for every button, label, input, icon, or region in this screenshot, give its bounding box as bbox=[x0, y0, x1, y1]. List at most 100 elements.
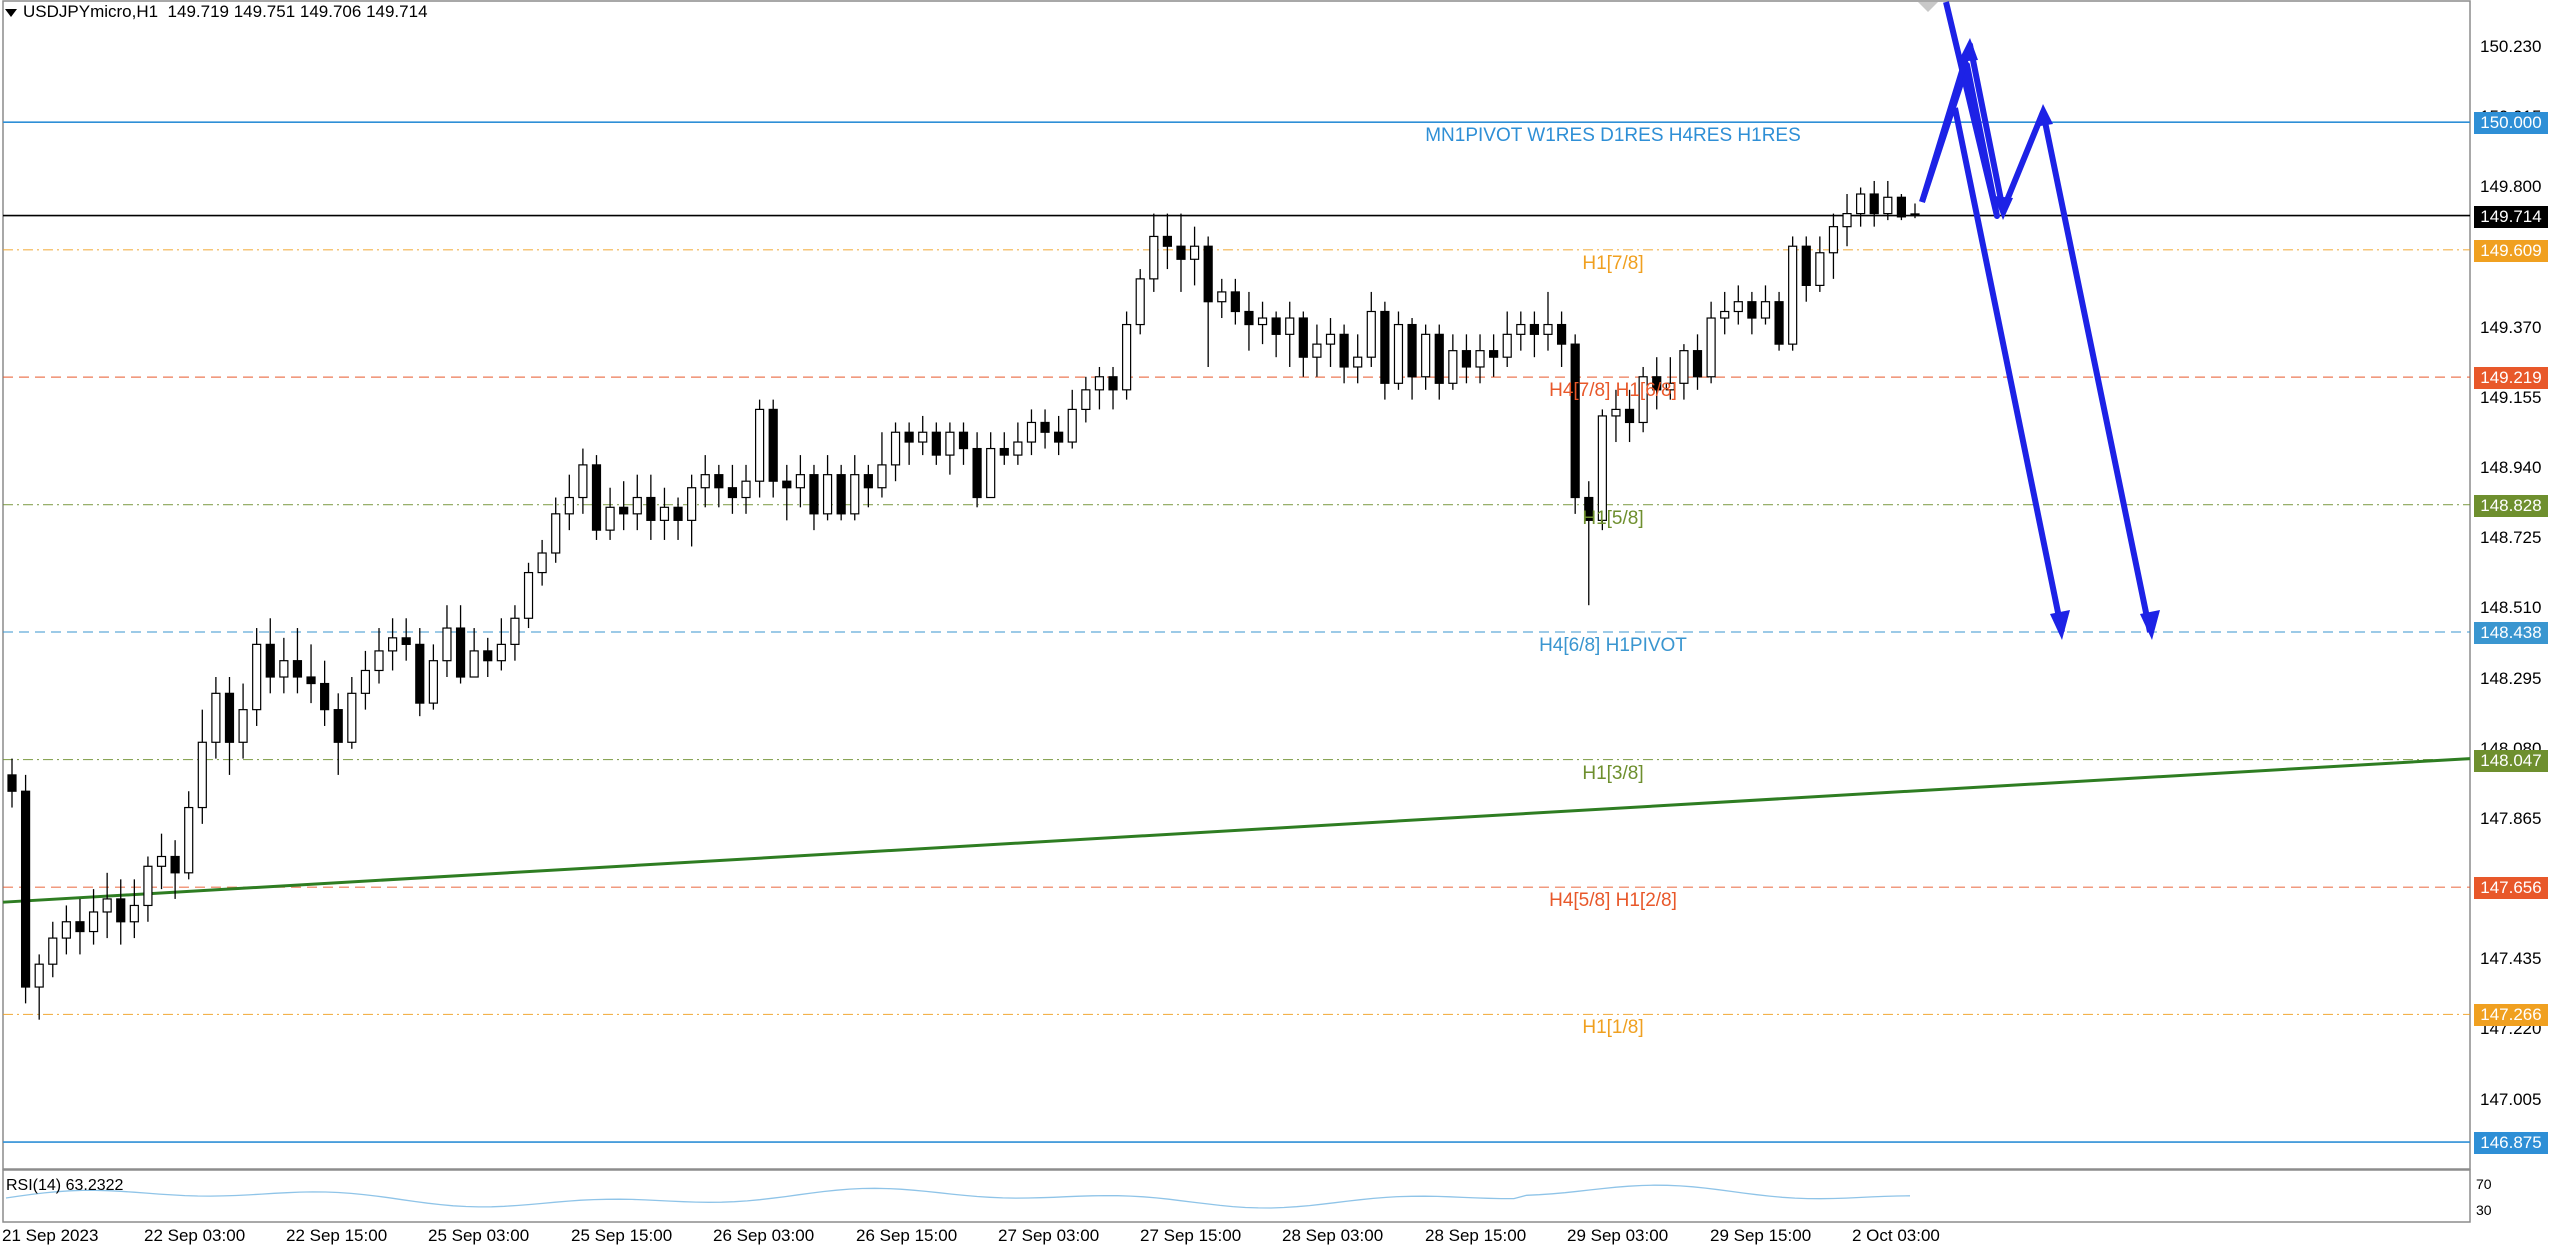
candle[interactable] bbox=[1665, 357, 1675, 400]
candle[interactable] bbox=[1529, 311, 1540, 358]
candle[interactable] bbox=[1652, 357, 1662, 410]
candle[interactable] bbox=[1217, 278, 1227, 319]
candle[interactable] bbox=[1856, 187, 1866, 227]
candle[interactable] bbox=[537, 539, 547, 586]
candle[interactable] bbox=[591, 455, 602, 540]
candle[interactable] bbox=[279, 637, 289, 694]
collapse-triangle-icon[interactable] bbox=[5, 8, 17, 17]
candle[interactable] bbox=[1720, 291, 1730, 335]
candle[interactable] bbox=[700, 455, 710, 508]
candle[interactable] bbox=[1883, 180, 1893, 221]
candle[interactable] bbox=[795, 455, 805, 508]
candle[interactable] bbox=[1706, 301, 1716, 384]
candle[interactable] bbox=[252, 628, 262, 726]
candle[interactable] bbox=[292, 628, 303, 694]
candle[interactable] bbox=[1122, 311, 1132, 400]
candle[interactable] bbox=[1910, 203, 1920, 219]
candle[interactable] bbox=[1475, 334, 1485, 384]
candle[interactable] bbox=[211, 677, 221, 759]
candle[interactable] bbox=[1556, 311, 1567, 367]
candle[interactable] bbox=[619, 481, 629, 531]
candle[interactable] bbox=[1244, 291, 1254, 351]
candle[interactable] bbox=[347, 677, 357, 749]
candle[interactable] bbox=[442, 605, 452, 678]
candle[interactable] bbox=[659, 487, 670, 540]
candle[interactable] bbox=[496, 618, 506, 671]
candle[interactable] bbox=[7, 758, 17, 808]
candle[interactable] bbox=[999, 432, 1009, 465]
candle[interactable] bbox=[1257, 301, 1268, 345]
candle[interactable] bbox=[224, 677, 235, 775]
candle[interactable] bbox=[156, 833, 167, 890]
candle[interactable] bbox=[1149, 213, 1159, 292]
trendline[interactable] bbox=[2, 757, 2471, 904]
candle[interactable] bbox=[1054, 415, 1064, 456]
candle[interactable] bbox=[551, 497, 561, 563]
candle[interactable] bbox=[1502, 311, 1512, 367]
candle[interactable] bbox=[401, 618, 411, 661]
candle[interactable] bbox=[1543, 291, 1553, 351]
candle[interactable] bbox=[958, 422, 969, 465]
candle[interactable] bbox=[116, 879, 126, 945]
candle[interactable] bbox=[1489, 334, 1499, 377]
candle[interactable] bbox=[1380, 301, 1390, 400]
forecast-arrow-path-b[interactable] bbox=[1952, 107, 2065, 633]
candle[interactable] bbox=[646, 474, 656, 540]
candle[interactable] bbox=[320, 660, 330, 726]
candle[interactable] bbox=[48, 921, 58, 978]
candle[interactable] bbox=[75, 898, 85, 955]
candle[interactable] bbox=[904, 422, 914, 465]
candle[interactable] bbox=[184, 791, 194, 880]
candle[interactable] bbox=[129, 879, 139, 939]
candle[interactable] bbox=[415, 628, 425, 717]
candle[interactable] bbox=[1081, 376, 1091, 423]
candle[interactable] bbox=[469, 628, 479, 678]
candle[interactable] bbox=[687, 474, 697, 547]
candle[interactable] bbox=[523, 562, 534, 629]
candle[interactable] bbox=[1271, 311, 1281, 358]
candle[interactable] bbox=[1828, 213, 1839, 279]
candle[interactable] bbox=[564, 474, 574, 531]
candle[interactable] bbox=[1353, 334, 1363, 384]
candle[interactable] bbox=[1366, 291, 1376, 367]
candle[interactable] bbox=[632, 474, 642, 531]
candle[interactable] bbox=[972, 432, 982, 508]
candle[interactable] bbox=[510, 605, 520, 661]
candle[interactable] bbox=[1094, 366, 1105, 410]
candle[interactable] bbox=[877, 432, 887, 498]
candle[interactable] bbox=[1325, 318, 1336, 367]
candle[interactable] bbox=[1203, 236, 1213, 367]
candle[interactable] bbox=[1108, 366, 1118, 410]
candle[interactable] bbox=[714, 464, 724, 508]
candle[interactable] bbox=[1421, 324, 1431, 390]
candle[interactable] bbox=[1692, 334, 1703, 390]
candle[interactable] bbox=[170, 840, 180, 899]
candle[interactable] bbox=[1679, 344, 1689, 400]
candle[interactable] bbox=[1611, 389, 1621, 443]
candle[interactable] bbox=[34, 954, 44, 1020]
candle[interactable] bbox=[1162, 213, 1172, 270]
candle[interactable] bbox=[605, 487, 615, 540]
candle[interactable] bbox=[673, 497, 683, 540]
candle[interactable] bbox=[374, 628, 384, 684]
candle[interactable] bbox=[1815, 236, 1825, 292]
candle[interactable] bbox=[1516, 311, 1526, 351]
candle[interactable] bbox=[1747, 291, 1757, 335]
candle[interactable] bbox=[1393, 311, 1404, 390]
candle[interactable] bbox=[741, 464, 751, 514]
candle[interactable] bbox=[428, 644, 438, 710]
candle[interactable] bbox=[1339, 324, 1349, 384]
candle[interactable] bbox=[836, 464, 846, 521]
candle[interactable] bbox=[143, 856, 153, 922]
candle[interactable] bbox=[863, 464, 873, 508]
candle[interactable] bbox=[455, 605, 466, 684]
candle[interactable] bbox=[1774, 291, 1784, 351]
candle[interactable] bbox=[1760, 285, 1771, 325]
candle[interactable] bbox=[1638, 366, 1648, 433]
candle[interactable] bbox=[1624, 389, 1635, 443]
candle[interactable] bbox=[578, 448, 588, 514]
candle[interactable] bbox=[945, 422, 955, 475]
candle[interactable] bbox=[1312, 324, 1322, 377]
